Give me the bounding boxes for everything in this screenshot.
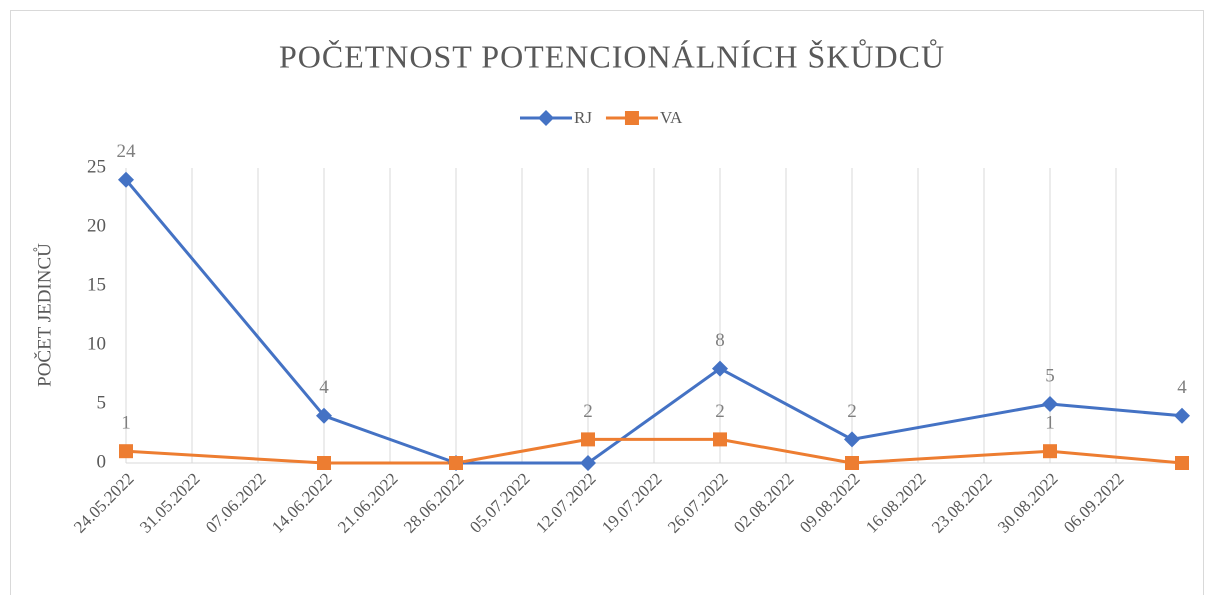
data-point: [1043, 444, 1057, 459]
data-label: 1: [121, 413, 131, 434]
data-label: 2: [715, 401, 725, 422]
y-tick-label: 5: [97, 392, 107, 413]
y-tick-label: 15: [87, 274, 106, 295]
y-tick-label: 0: [97, 451, 107, 472]
chart-border: [10, 10, 1204, 595]
legend-marker: [624, 111, 639, 125]
legend-label: RJ: [574, 108, 592, 127]
data-label: 5: [1045, 365, 1055, 386]
data-point: [844, 431, 860, 448]
data-point: [119, 444, 133, 459]
y-tick-label: 10: [87, 333, 106, 354]
data-label: 24: [117, 141, 137, 162]
data-point: [449, 456, 463, 470]
data-point: [581, 432, 595, 447]
data-point: [1042, 396, 1058, 412]
series-line: [124, 178, 1183, 465]
y-tick-label: 20: [87, 215, 106, 236]
data-point: [1175, 456, 1189, 470]
data-label: 8: [715, 330, 725, 351]
y-axis-label: POČET JEDINCŮ: [33, 243, 55, 387]
data-point: [317, 456, 331, 470]
data-point: [316, 407, 332, 424]
data-point: [580, 455, 596, 471]
legend-label: VA: [660, 108, 683, 127]
data-point: [845, 456, 859, 470]
data-point: [713, 432, 727, 447]
y-tick-label: 25: [87, 156, 106, 177]
data-point: [1174, 407, 1190, 424]
data-label: 4: [319, 377, 329, 398]
data-label: 1: [1045, 413, 1055, 434]
data-point: [712, 360, 728, 377]
legend-marker: [538, 110, 554, 126]
data-label: 2: [583, 401, 593, 422]
data-label: 2: [847, 401, 857, 422]
series-line: [125, 437, 1183, 465]
data-point: [118, 171, 134, 188]
chart-title: POČETNOST POTENCIONÁLNÍCH ŠKŮDCŮ: [279, 37, 945, 74]
data-label: 4: [1177, 377, 1187, 398]
